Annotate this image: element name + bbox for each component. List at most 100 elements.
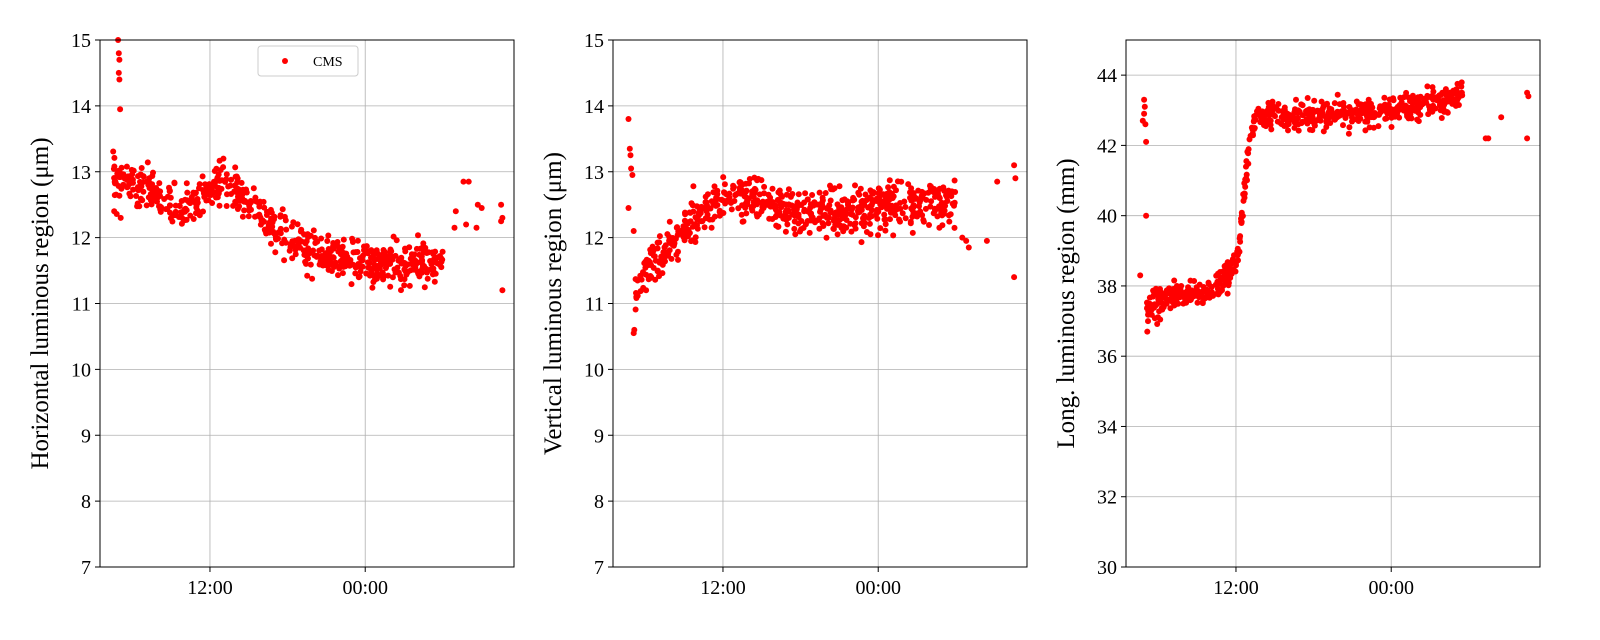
- data-point: [1326, 113, 1333, 120]
- data-point: [1429, 84, 1436, 91]
- data-point: [761, 183, 768, 190]
- data-point: [808, 210, 815, 217]
- data-point: [1362, 127, 1369, 134]
- data-point: [1199, 300, 1206, 307]
- data-point: [1316, 112, 1323, 118]
- data-point: [625, 116, 632, 122]
- data-point: [882, 227, 889, 234]
- data-point: [1142, 121, 1149, 128]
- data-point: [474, 201, 481, 208]
- data-point: [305, 234, 312, 241]
- data-point: [430, 251, 437, 258]
- legend-marker: [282, 58, 288, 64]
- data-point: [801, 199, 808, 206]
- data-point: [942, 202, 949, 209]
- data-point: [272, 249, 279, 256]
- data-point: [893, 202, 900, 209]
- data-point: [431, 278, 438, 285]
- data-point: [1194, 287, 1201, 294]
- data-point: [782, 228, 789, 235]
- data-point: [1145, 308, 1152, 315]
- data-point: [133, 193, 140, 199]
- data-point: [783, 216, 790, 223]
- data-point: [1383, 115, 1390, 122]
- data-point: [1381, 94, 1388, 101]
- data-point: [228, 191, 235, 197]
- data-point: [150, 169, 156, 176]
- data-point: [920, 217, 927, 223]
- data-point: [732, 191, 739, 198]
- data-point: [708, 224, 715, 231]
- data-point: [1454, 96, 1461, 103]
- data-point: [196, 212, 203, 219]
- data-point: [318, 253, 325, 259]
- data-point: [910, 202, 917, 209]
- data-point: [1173, 283, 1180, 289]
- x-tick-label: 12:00: [187, 577, 233, 599]
- data-point: [352, 270, 359, 277]
- data-point: [701, 224, 708, 231]
- y-axis-title: Vertical luminous region (μm): [540, 152, 567, 455]
- data-point: [1267, 117, 1274, 124]
- data-point: [831, 214, 838, 221]
- scatter-points: [625, 116, 1019, 337]
- data-point: [834, 231, 841, 238]
- data-point: [936, 224, 943, 231]
- data-point: [335, 272, 341, 279]
- data-point: [1294, 115, 1301, 122]
- data-point: [1304, 95, 1311, 101]
- data-point: [1012, 175, 1019, 182]
- data-point: [117, 174, 124, 180]
- data-point: [182, 205, 189, 212]
- data-point: [860, 215, 866, 222]
- data-point: [1440, 97, 1447, 104]
- data-point: [1309, 127, 1316, 134]
- data-point: [300, 247, 307, 254]
- data-point: [860, 223, 867, 230]
- data-point: [387, 249, 393, 256]
- data-point: [1390, 95, 1397, 102]
- data-point: [792, 231, 799, 238]
- data-point: [156, 180, 163, 187]
- data-point: [145, 181, 152, 188]
- data-point: [277, 213, 284, 220]
- data-point: [378, 261, 384, 268]
- data-point: [234, 206, 241, 212]
- data-point: [1405, 115, 1412, 122]
- data-point: [863, 197, 870, 204]
- data-point: [943, 194, 950, 200]
- data-point: [708, 198, 715, 205]
- data-point: [909, 229, 916, 236]
- data-point: [130, 186, 137, 193]
- data-point: [1275, 101, 1282, 107]
- data-point: [126, 190, 133, 197]
- data-point: [172, 202, 179, 209]
- data-point: [250, 185, 257, 192]
- data-point: [877, 225, 884, 232]
- data-point: [1346, 124, 1353, 131]
- data-point: [875, 232, 881, 239]
- horizontal-luminous-region-panel: 7 8 9 10 11 12 13 14 15 12:00 00:00 Horizontal lumi…: [27, 30, 515, 599]
- data-point: [922, 205, 929, 212]
- data-point: [110, 148, 117, 155]
- data-point: [1225, 266, 1232, 273]
- data-point: [1184, 290, 1191, 297]
- data-point: [220, 155, 227, 162]
- data-point: [355, 261, 362, 267]
- data-point: [1377, 103, 1384, 110]
- data-point: [791, 212, 798, 219]
- data-point: [309, 275, 316, 282]
- data-point: [1428, 93, 1435, 100]
- data-point: [406, 282, 413, 289]
- data-point: [1278, 121, 1285, 128]
- data-point: [427, 258, 434, 264]
- data-point: [658, 253, 665, 260]
- data-point: [111, 175, 118, 181]
- data-point: [1365, 96, 1372, 103]
- data-point: [117, 214, 124, 221]
- data-point: [767, 201, 774, 208]
- data-point: [742, 193, 749, 200]
- data-point: [1178, 290, 1185, 297]
- data-point: [1447, 95, 1454, 102]
- data-point: [874, 215, 881, 222]
